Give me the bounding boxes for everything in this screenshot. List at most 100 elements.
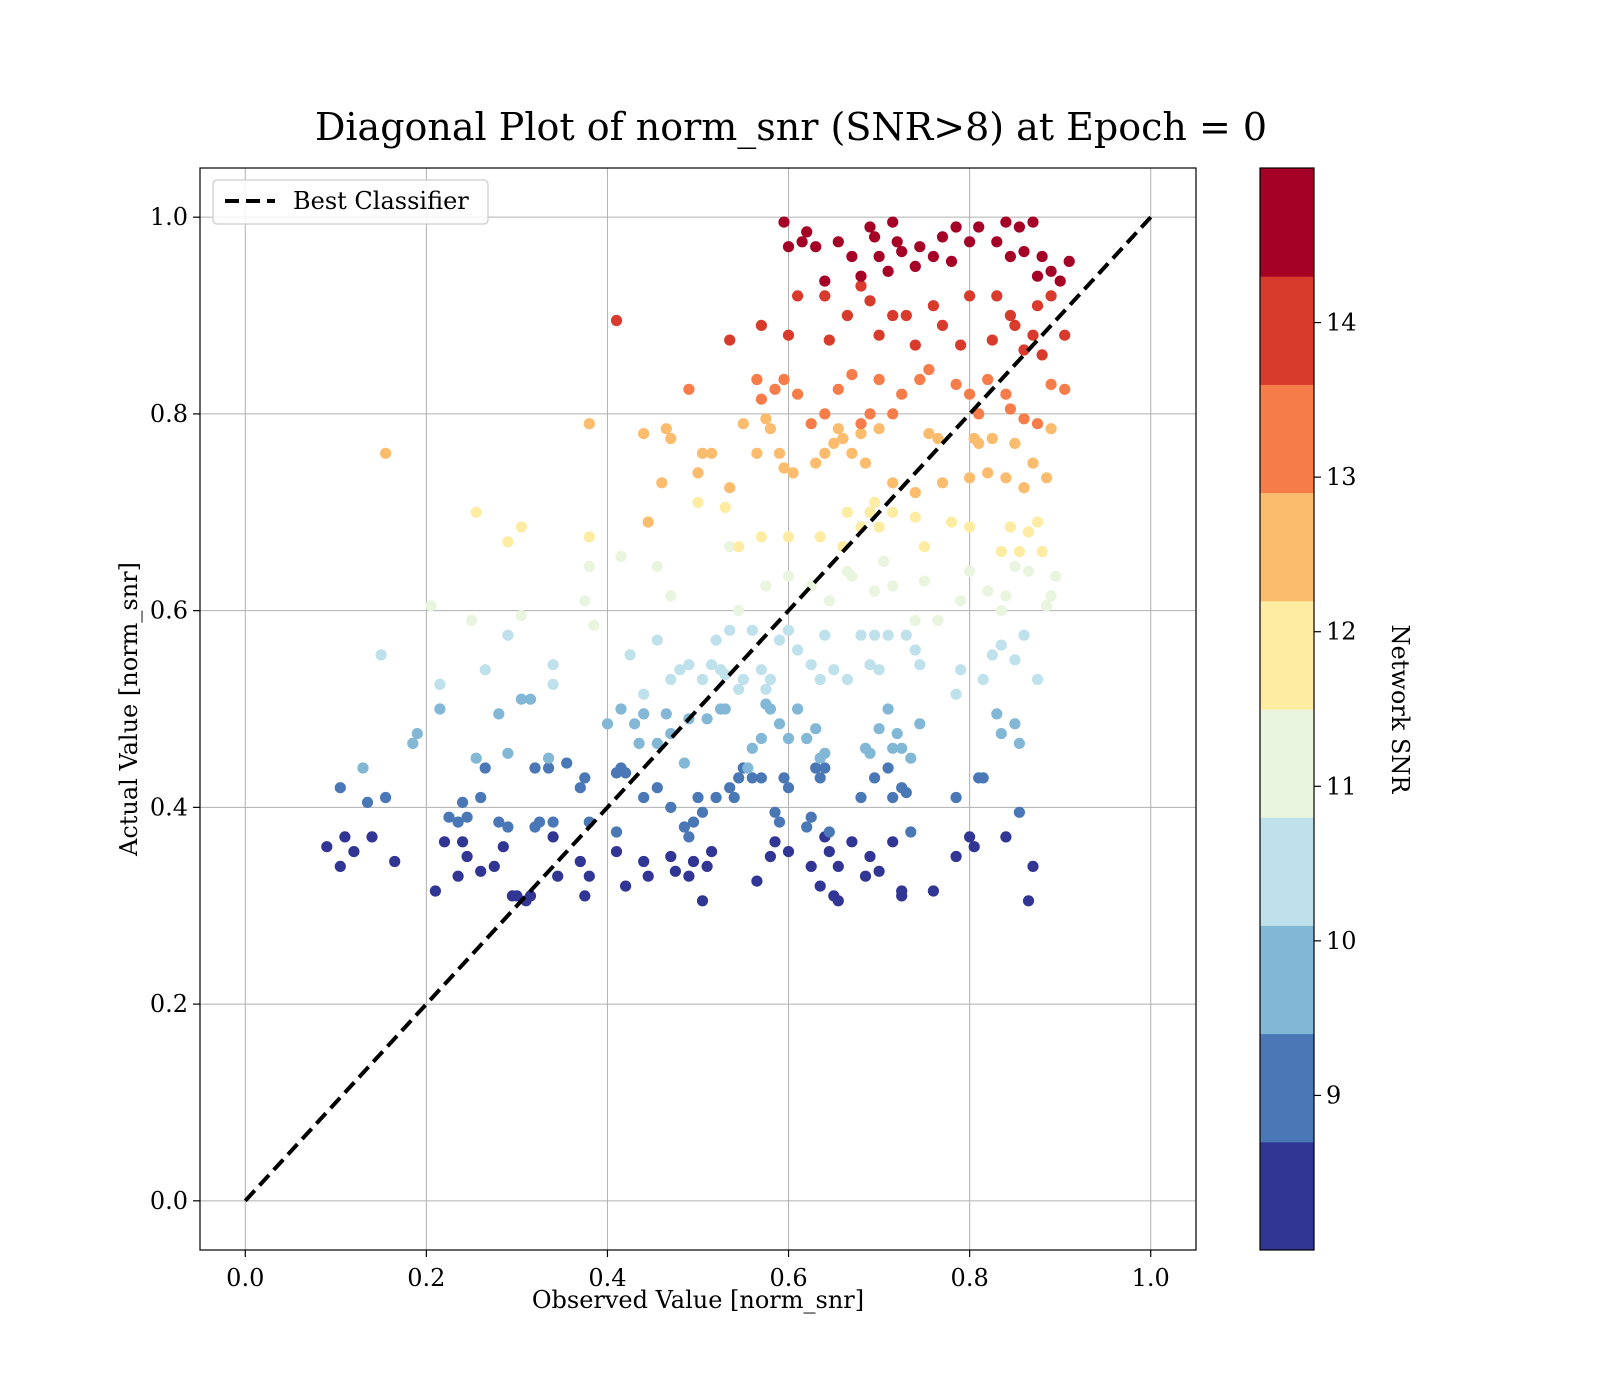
colorbar-segment [1260, 600, 1314, 710]
scatter-point [823, 595, 835, 607]
scatter-point [1009, 437, 1021, 449]
scatter-point [511, 890, 523, 902]
scatter-point [896, 885, 908, 897]
scatter-point [1018, 344, 1030, 356]
scatter-point [692, 791, 704, 804]
scatter-point [755, 732, 768, 745]
y-tick-label: 0.4 [150, 793, 188, 821]
scatter-point [864, 850, 876, 863]
scatter-point [1031, 270, 1044, 282]
scatter-point [733, 541, 745, 553]
scatter-point [755, 393, 768, 405]
colorbar-tick-label: 13 [1326, 463, 1357, 491]
scatter-point [638, 708, 650, 720]
scatter-point [828, 664, 840, 676]
scatter-point [1036, 349, 1048, 361]
scatter-point [706, 846, 718, 858]
scatter-point [651, 737, 663, 750]
scatter-point [755, 772, 768, 784]
scatter-point [1045, 590, 1057, 602]
scatter-point [515, 521, 528, 533]
colorbar-tick-label: 11 [1326, 772, 1357, 800]
scatter-point [1027, 860, 1039, 873]
scatter-point [805, 811, 817, 823]
scatter-point [869, 772, 881, 784]
scatter-point [823, 334, 835, 346]
scatter-point [651, 634, 663, 646]
scatter-point [1031, 673, 1044, 686]
scatter-point [701, 860, 713, 873]
scatter-point [746, 772, 758, 784]
scatter-point [796, 236, 808, 248]
scatter-point [696, 673, 709, 686]
colorbar-segment [1260, 925, 1314, 1035]
scatter-point [583, 870, 595, 882]
scatter-point [760, 683, 772, 695]
scatter-point [1045, 290, 1057, 302]
scatter-point [782, 531, 795, 543]
scatter-point [733, 683, 745, 695]
scatter-point [814, 880, 826, 892]
scatter-point [1018, 629, 1030, 641]
scatter-point [1004, 309, 1017, 322]
scatter-point [665, 432, 677, 445]
scatter-point [932, 614, 944, 627]
scatter-point [755, 319, 768, 331]
scatter-point [819, 447, 831, 459]
scatter-point [380, 791, 392, 804]
scatter-point [914, 241, 926, 253]
scatter-point [923, 364, 935, 376]
scatter-point [438, 836, 451, 848]
scatter-point [760, 413, 772, 425]
scatter-point [366, 831, 378, 843]
scatter-point [425, 600, 437, 612]
scatter-point [620, 767, 632, 779]
scatter-point [737, 418, 749, 430]
scatter-point [828, 437, 840, 449]
scatter-point [751, 447, 763, 459]
scatter-point [1009, 718, 1021, 730]
scatter-point [841, 673, 854, 686]
scatter-point [945, 255, 958, 267]
scatter-point [973, 437, 985, 449]
scatter-point [683, 383, 695, 395]
scatter-point [905, 826, 917, 838]
scatter-point [805, 659, 817, 671]
scatter-point [733, 605, 745, 617]
scatter-point [887, 742, 899, 754]
scatter-point [909, 339, 921, 351]
scatter-point [583, 531, 595, 543]
scatter-point [610, 826, 623, 838]
scatter-point [665, 850, 677, 863]
scatter-point [665, 590, 677, 602]
scatter-point [819, 629, 831, 641]
scatter-point [778, 772, 790, 784]
scatter-point [1013, 221, 1025, 233]
scatter-point [859, 870, 872, 882]
scatter-point [751, 875, 763, 887]
scatter-point [891, 728, 903, 740]
scatter-point [887, 836, 899, 848]
scatter-point [982, 467, 994, 479]
scatter-point [882, 629, 894, 641]
scatter-point [991, 290, 1003, 302]
scatter-point [900, 309, 912, 322]
scatter-point [1018, 482, 1030, 494]
scatter-point [896, 742, 908, 754]
scatter-point [805, 418, 817, 430]
colorbar-segment [1260, 1141, 1314, 1251]
scatter-point [470, 752, 482, 764]
scatter-point [936, 477, 949, 489]
scatter-point [864, 506, 876, 518]
scatter-point [782, 329, 795, 341]
scatter-point [457, 836, 469, 848]
scatter-point [955, 664, 967, 676]
scatter-point [823, 846, 835, 858]
scatter-point [878, 555, 890, 568]
scatter-point [873, 329, 885, 341]
scatter-point [873, 250, 885, 263]
scatter-point [1059, 383, 1071, 395]
scatter-point [733, 772, 745, 784]
scatter-point [814, 772, 826, 784]
